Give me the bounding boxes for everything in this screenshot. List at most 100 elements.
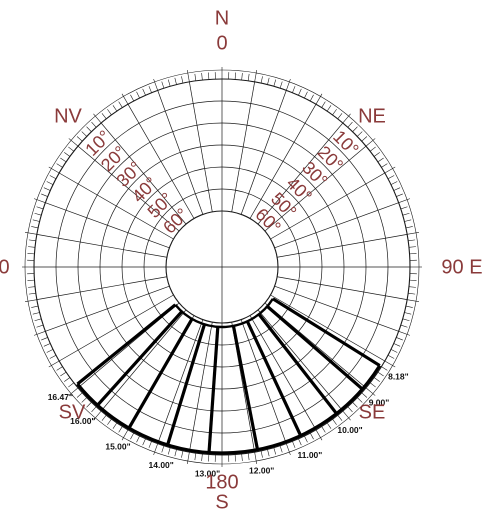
hour-label: 11.00" [297,450,322,460]
degree-tick [352,126,358,132]
degree-tick [86,126,92,132]
degree-tick [142,88,146,96]
north-degree-label: 0 [216,32,227,54]
degree-tick [174,77,177,85]
degree-tick [28,286,36,288]
degree-tick [186,69,190,82]
hour-label: 15.00" [105,441,130,451]
degree-tick [387,175,395,180]
degree-tick [398,331,411,336]
degree-tick [332,418,337,425]
degree-tick [381,163,388,168]
azimuth-spoke [59,294,174,362]
degree-tick [309,94,314,102]
degree-tick [201,73,203,81]
azimuth-spoke [189,322,213,453]
degree-tick [337,414,343,421]
degree-tick [186,452,190,465]
azimuth-spoke [277,276,408,300]
degree-tick [112,422,118,429]
hour-labels: 8.18" 9.00" 10.00" 11.00" 12.00" 13.00" 14.00"… [48,371,409,478]
degree-tick [56,366,63,371]
degree-tick [41,337,48,341]
azimuth-spoke [45,285,170,332]
south-degree-label: 180 [205,471,238,493]
degree-tick [267,77,270,85]
degree-tick [121,93,129,105]
degree-tick [398,198,411,203]
degree-tick [402,318,410,322]
degree-tick [267,449,270,457]
degree-tick [33,198,46,203]
degree-tick [321,426,326,433]
degree-tick [260,450,263,458]
degree-tick [408,246,416,248]
degree-tick [130,94,135,102]
degree-tick [68,138,79,147]
degree-tick [148,441,152,448]
azimuth-spoke [189,81,213,212]
degree-tick [153,443,158,456]
degree-tick [352,402,358,408]
azimuth-spoke [264,145,367,232]
degree-tick [49,175,57,180]
degree-tick [76,136,83,142]
degree-tick [337,113,343,120]
degree-tick [174,449,177,457]
degree-tick [315,429,323,441]
degree-tick [396,337,403,341]
degree-tick [101,414,107,421]
hour-label: 10.00" [337,425,362,435]
degree-tick [76,392,83,398]
degree-tick [286,443,291,456]
degree-tick [390,181,398,185]
hour-label: 8.18" [388,371,409,381]
degree-tick [194,73,197,81]
degree-tick [342,410,351,421]
degree-tick [68,382,75,388]
degree-tick [404,219,412,222]
degree-tick [32,312,40,315]
degree-tick [292,441,296,448]
azimuth-spoke [270,294,385,362]
degree-tick [387,354,395,359]
hour-line [76,303,177,386]
hour-line [272,297,381,367]
degree-tick [309,432,314,440]
degree-tick [390,349,398,353]
degree-tick [31,305,39,308]
degree-tick [43,343,51,347]
degree-tick [161,445,165,453]
degree-tick [107,109,112,116]
hour-line [245,320,303,437]
hour-line [127,318,194,429]
degree-tick [315,93,323,105]
southwest-label: SV [59,401,86,423]
degree-tick [408,286,416,288]
degree-tick [407,231,420,235]
degree-tick [377,371,384,377]
degree-tick [46,349,54,353]
degree-tick [369,382,376,388]
azimuth-spoke [36,234,167,258]
hour-line [257,313,338,415]
hour-label: 12.00" [249,465,274,475]
degree-tick [321,101,326,108]
degree-tick [326,422,332,429]
degree-tick [81,397,87,403]
degree-tick [181,76,184,84]
degree-tick [377,157,384,163]
degree-tick [201,453,203,461]
degree-tick [400,324,408,328]
degree-tick [292,86,296,93]
hour-label: 16.47" [48,392,73,402]
degree-tick [101,113,107,120]
degree-tick [86,402,92,408]
degree-tick [373,377,380,382]
degree-tick [64,152,71,157]
degree-tick [34,212,42,216]
azimuth-spoke [100,122,187,225]
degree-tick [347,121,353,128]
degree-tick [247,453,250,461]
degree-tick [60,157,67,163]
